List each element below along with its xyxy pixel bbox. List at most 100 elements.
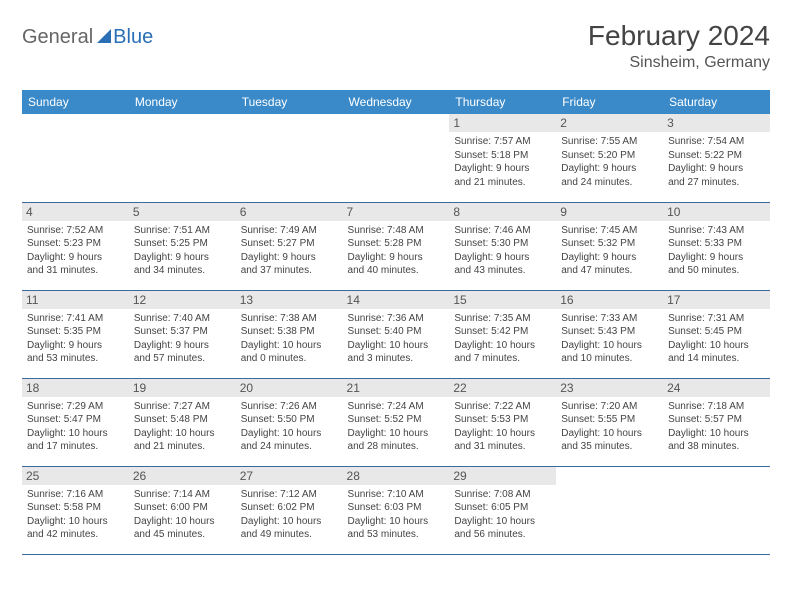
calendar-cell (22, 114, 129, 202)
day-number: 20 (236, 379, 343, 397)
weekday-header: Thursday (449, 90, 556, 114)
day-number: 19 (129, 379, 236, 397)
day-number: 17 (663, 291, 770, 309)
weekday-header: Friday (556, 90, 663, 114)
day-number: 18 (22, 379, 129, 397)
day-details: Sunrise: 7:22 AMSunset: 5:53 PMDaylight:… (454, 400, 551, 454)
calendar-cell: 2 Sunrise: 7:55 AMSunset: 5:20 PMDaylight… (556, 114, 663, 202)
day-details: Sunrise: 7:57 AMSunset: 5:18 PMDaylight:… (454, 135, 551, 189)
weekday-header: Tuesday (236, 90, 343, 114)
day-details: Sunrise: 7:29 AMSunset: 5:47 PMDaylight:… (27, 400, 124, 454)
calendar-table: Sunday Monday Tuesday Wednesday Thursday… (22, 90, 770, 555)
day-details: Sunrise: 7:24 AMSunset: 5:52 PMDaylight:… (348, 400, 445, 454)
day-details: Sunrise: 7:16 AMSunset: 5:58 PMDaylight:… (27, 488, 124, 542)
day-details: Sunrise: 7:35 AMSunset: 5:42 PMDaylight:… (454, 312, 551, 366)
calendar-cell: 13 Sunrise: 7:38 AMSunset: 5:38 PMDayligh… (236, 290, 343, 378)
calendar-cell: 8Sunrise: 7:46 AMSunset: 5:30 PMDaylight… (449, 202, 556, 290)
calendar-cell: 28 Sunrise: 7:10 AMSunset: 6:03 PMDayligh… (343, 466, 450, 554)
weekday-header: Wednesday (343, 90, 450, 114)
calendar-cell: 19 Sunrise: 7:27 AMSunset: 5:48 PMDayligh… (129, 378, 236, 466)
day-details: Sunrise: 7:27 AMSunset: 5:48 PMDaylight:… (134, 400, 231, 454)
day-details: Sunrise: 7:55 AMSunset: 5:20 PMDaylight:… (561, 135, 658, 189)
calendar-cell: 11 Sunrise: 7:41 AMSunset: 5:35 PMDayligh… (22, 290, 129, 378)
day-details: Sunrise: 7:54 AMSunset: 5:22 PMDaylight:… (668, 135, 765, 189)
calendar-cell: 3Sunrise: 7:54 AMSunset: 5:22 PMDaylight… (663, 114, 770, 202)
day-number: 12 (129, 291, 236, 309)
calendar-cell: 10 Sunrise: 7:43 AMSunset: 5:33 PMDayligh… (663, 202, 770, 290)
calendar-cell: 29Sunrise: 7:08 AMSunset: 6:05 PMDayligh… (449, 466, 556, 554)
day-number: 24 (663, 379, 770, 397)
calendar-cell: 23Sunrise: 7:20 AMSunset: 5:55 PMDayligh… (556, 378, 663, 466)
day-number: 25 (22, 467, 129, 485)
day-details: Sunrise: 7:41 AMSunset: 5:35 PMDaylight:… (27, 312, 124, 366)
calendar-row: 25 Sunrise: 7:16 AMSunset: 5:58 PMDayligh… (22, 466, 770, 554)
calendar-cell: 22 Sunrise: 7:22 AMSunset: 5:53 PMDayligh… (449, 378, 556, 466)
day-details: Sunrise: 7:33 AMSunset: 5:43 PMDaylight:… (561, 312, 658, 366)
day-details: Sunrise: 7:49 AMSunset: 5:27 PMDaylight:… (241, 224, 338, 278)
day-details: Sunrise: 7:48 AMSunset: 5:28 PMDaylight:… (348, 224, 445, 278)
calendar-cell: 4 Sunrise: 7:52 AMSunset: 5:23 PMDaylight… (22, 202, 129, 290)
month-title: February 2024 (588, 20, 770, 52)
calendar-cell: 6Sunrise: 7:49 AMSunset: 5:27 PMDaylight… (236, 202, 343, 290)
calendar-cell: 7Sunrise: 7:48 AMSunset: 5:28 PMDaylight… (343, 202, 450, 290)
calendar-cell: 20 Sunrise: 7:26 AMSunset: 5:50 PMDayligh… (236, 378, 343, 466)
day-number: 14 (343, 291, 450, 309)
calendar-row: 18 Sunrise: 7:29 AMSunset: 5:47 PMDayligh… (22, 378, 770, 466)
calendar-cell: 1 Sunrise: 7:57 AMSunset: 5:18 PMDaylight… (449, 114, 556, 202)
calendar-cell: 5Sunrise: 7:51 AMSunset: 5:25 PMDaylight… (129, 202, 236, 290)
day-number: 13 (236, 291, 343, 309)
day-number: 9 (556, 203, 663, 221)
calendar-cell (236, 114, 343, 202)
calendar-cell: 21 Sunrise: 7:24 AMSunset: 5:52 PMDayligh… (343, 378, 450, 466)
day-details: Sunrise: 7:10 AMSunset: 6:03 PMDaylight:… (348, 488, 445, 542)
calendar-row: 1 Sunrise: 7:57 AMSunset: 5:18 PMDaylight… (22, 114, 770, 202)
day-details: Sunrise: 7:08 AMSunset: 6:05 PMDaylight:… (454, 488, 551, 542)
day-number: 10 (663, 203, 770, 221)
weekday-header: Sunday (22, 90, 129, 114)
day-number: 21 (343, 379, 450, 397)
day-number: 27 (236, 467, 343, 485)
day-details: Sunrise: 7:43 AMSunset: 5:33 PMDaylight:… (668, 224, 765, 278)
day-number: 22 (449, 379, 556, 397)
day-details: Sunrise: 7:31 AMSunset: 5:45 PMDaylight:… (668, 312, 765, 366)
day-number: 11 (22, 291, 129, 309)
day-number: 1 (449, 114, 556, 132)
calendar-cell (663, 466, 770, 554)
logo-triangle-icon (97, 29, 111, 43)
day-number: 28 (343, 467, 450, 485)
calendar-cell: 12 Sunrise: 7:40 AMSunset: 5:37 PMDayligh… (129, 290, 236, 378)
calendar-cell: 27Sunrise: 7:12 AMSunset: 6:02 PMDayligh… (236, 466, 343, 554)
calendar-cell (556, 466, 663, 554)
day-details: Sunrise: 7:18 AMSunset: 5:57 PMDaylight:… (668, 400, 765, 454)
weekday-header-row: Sunday Monday Tuesday Wednesday Thursday… (22, 90, 770, 114)
calendar-cell: 18 Sunrise: 7:29 AMSunset: 5:47 PMDayligh… (22, 378, 129, 466)
calendar-cell: 14 Sunrise: 7:36 AMSunset: 5:40 PMDayligh… (343, 290, 450, 378)
calendar-cell: 9 Sunrise: 7:45 AMSunset: 5:32 PMDaylight… (556, 202, 663, 290)
day-number: 23 (556, 379, 663, 397)
logo-text-blue: Blue (113, 26, 153, 49)
calendar-cell: 15 Sunrise: 7:35 AMSunset: 5:42 PMDayligh… (449, 290, 556, 378)
logo: General Blue (22, 26, 153, 49)
calendar-cell: 17 Sunrise: 7:31 AMSunset: 5:45 PMDayligh… (663, 290, 770, 378)
calendar-cell: 26Sunrise: 7:14 AMSunset: 6:00 PMDayligh… (129, 466, 236, 554)
location: Sinsheim, Germany (588, 54, 770, 72)
day-number: 26 (129, 467, 236, 485)
header: General Blue February 2024 Sinsheim, Ger… (22, 20, 770, 72)
day-details: Sunrise: 7:52 AMSunset: 5:23 PMDaylight:… (27, 224, 124, 278)
day-details: Sunrise: 7:40 AMSunset: 5:37 PMDaylight:… (134, 312, 231, 366)
title-block: February 2024 Sinsheim, Germany (588, 20, 770, 72)
calendar-cell: 24 Sunrise: 7:18 AMSunset: 5:57 PMDayligh… (663, 378, 770, 466)
day-details: Sunrise: 7:26 AMSunset: 5:50 PMDaylight:… (241, 400, 338, 454)
day-number: 4 (22, 203, 129, 221)
calendar-cell (343, 114, 450, 202)
calendar-cell (129, 114, 236, 202)
day-details: Sunrise: 7:45 AMSunset: 5:32 PMDaylight:… (561, 224, 658, 278)
weekday-header: Monday (129, 90, 236, 114)
day-details: Sunrise: 7:38 AMSunset: 5:38 PMDaylight:… (241, 312, 338, 366)
calendar-cell: 25 Sunrise: 7:16 AMSunset: 5:58 PMDayligh… (22, 466, 129, 554)
weekday-header: Saturday (663, 90, 770, 114)
day-number: 2 (556, 114, 663, 132)
calendar-cell: 16Sunrise: 7:33 AMSunset: 5:43 PMDayligh… (556, 290, 663, 378)
day-number: 15 (449, 291, 556, 309)
day-details: Sunrise: 7:36 AMSunset: 5:40 PMDaylight:… (348, 312, 445, 366)
